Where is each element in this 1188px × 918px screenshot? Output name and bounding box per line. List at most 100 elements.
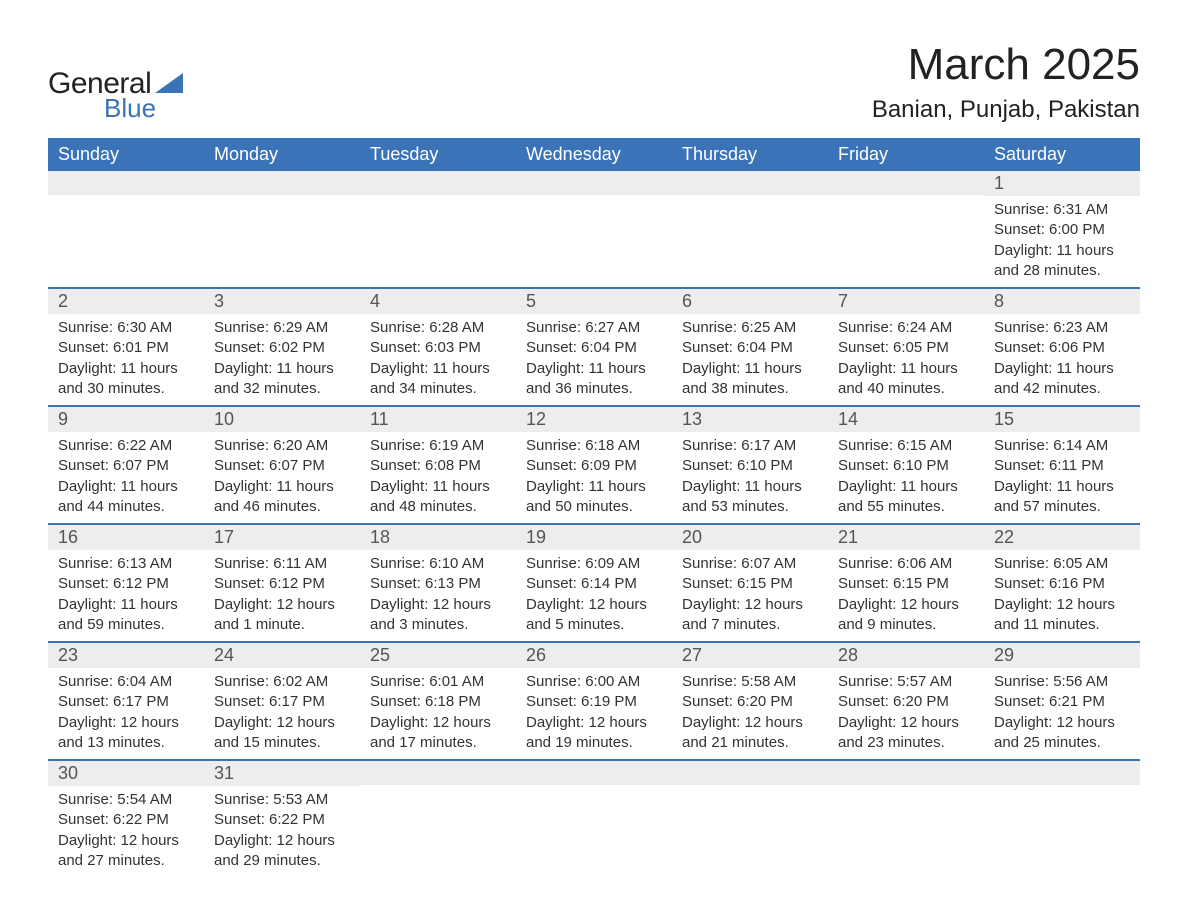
day-daylight2: and 1 minute. xyxy=(214,615,350,635)
day-number-empty xyxy=(360,171,516,195)
calendar-table: SundayMondayTuesdayWednesdayThursdayFrid… xyxy=(48,138,1140,877)
day-sunset: Sunset: 6:21 PM xyxy=(994,692,1130,712)
day-sunset: Sunset: 6:07 PM xyxy=(58,456,194,476)
page-header: General Blue March 2025 Banian, Punjab, … xyxy=(48,40,1140,124)
day-content-empty xyxy=(828,195,984,286)
day-sunrise: Sunrise: 6:02 AM xyxy=(214,672,350,692)
day-content-empty xyxy=(48,195,204,286)
day-daylight1: Daylight: 11 hours xyxy=(994,359,1130,379)
day-sunset: Sunset: 6:04 PM xyxy=(682,338,818,358)
day-sunset: Sunset: 6:11 PM xyxy=(994,456,1130,476)
day-number-empty xyxy=(48,171,204,195)
calendar-day-cell xyxy=(516,171,672,288)
calendar-day-cell xyxy=(672,760,828,877)
day-number: 9 xyxy=(48,407,204,432)
calendar-day-cell: 22Sunrise: 6:05 AMSunset: 6:16 PMDayligh… xyxy=(984,524,1140,642)
day-number: 16 xyxy=(48,525,204,550)
day-content: Sunrise: 5:57 AMSunset: 6:20 PMDaylight:… xyxy=(828,668,984,759)
day-number: 11 xyxy=(360,407,516,432)
day-content: Sunrise: 6:00 AMSunset: 6:19 PMDaylight:… xyxy=(516,668,672,759)
day-sunrise: Sunrise: 6:25 AM xyxy=(682,318,818,338)
calendar-day-cell: 19Sunrise: 6:09 AMSunset: 6:14 PMDayligh… xyxy=(516,524,672,642)
day-content: Sunrise: 5:56 AMSunset: 6:21 PMDaylight:… xyxy=(984,668,1140,759)
day-number-empty xyxy=(828,761,984,785)
day-content-empty xyxy=(204,195,360,286)
day-number: 8 xyxy=(984,289,1140,314)
day-number-empty xyxy=(360,761,516,785)
day-daylight1: Daylight: 11 hours xyxy=(58,359,194,379)
calendar-day-cell xyxy=(360,760,516,877)
day-daylight1: Daylight: 11 hours xyxy=(994,241,1130,261)
day-daylight1: Daylight: 12 hours xyxy=(370,713,506,733)
calendar-day-cell: 26Sunrise: 6:00 AMSunset: 6:19 PMDayligh… xyxy=(516,642,672,760)
day-content: Sunrise: 5:54 AMSunset: 6:22 PMDaylight:… xyxy=(48,786,204,877)
day-daylight2: and 38 minutes. xyxy=(682,379,818,399)
calendar-day-cell: 3Sunrise: 6:29 AMSunset: 6:02 PMDaylight… xyxy=(204,288,360,406)
day-daylight2: and 3 minutes. xyxy=(370,615,506,635)
day-daylight1: Daylight: 11 hours xyxy=(58,595,194,615)
day-daylight1: Daylight: 12 hours xyxy=(214,831,350,851)
day-sunset: Sunset: 6:08 PM xyxy=(370,456,506,476)
day-number: 29 xyxy=(984,643,1140,668)
day-daylight2: and 55 minutes. xyxy=(838,497,974,517)
day-number: 14 xyxy=(828,407,984,432)
day-content: Sunrise: 6:19 AMSunset: 6:08 PMDaylight:… xyxy=(360,432,516,523)
day-number: 22 xyxy=(984,525,1140,550)
day-number: 3 xyxy=(204,289,360,314)
day-daylight1: Daylight: 12 hours xyxy=(526,713,662,733)
day-content: Sunrise: 6:11 AMSunset: 6:12 PMDaylight:… xyxy=(204,550,360,641)
calendar-day-cell: 1Sunrise: 6:31 AMSunset: 6:00 PMDaylight… xyxy=(984,171,1140,288)
day-content: Sunrise: 6:29 AMSunset: 6:02 PMDaylight:… xyxy=(204,314,360,405)
calendar-day-cell: 2Sunrise: 6:30 AMSunset: 6:01 PMDaylight… xyxy=(48,288,204,406)
calendar-day-cell: 4Sunrise: 6:28 AMSunset: 6:03 PMDaylight… xyxy=(360,288,516,406)
day-sunrise: Sunrise: 6:30 AM xyxy=(58,318,194,338)
day-sunrise: Sunrise: 6:23 AM xyxy=(994,318,1130,338)
day-daylight2: and 15 minutes. xyxy=(214,733,350,753)
day-sunrise: Sunrise: 6:22 AM xyxy=(58,436,194,456)
day-daylight1: Daylight: 12 hours xyxy=(58,713,194,733)
calendar-week-row: 9Sunrise: 6:22 AMSunset: 6:07 PMDaylight… xyxy=(48,406,1140,524)
calendar-day-cell xyxy=(360,171,516,288)
calendar-day-cell: 28Sunrise: 5:57 AMSunset: 6:20 PMDayligh… xyxy=(828,642,984,760)
day-number-empty xyxy=(984,761,1140,785)
day-number: 21 xyxy=(828,525,984,550)
day-sunset: Sunset: 6:13 PM xyxy=(370,574,506,594)
day-sunrise: Sunrise: 6:18 AM xyxy=(526,436,662,456)
day-sunset: Sunset: 6:22 PM xyxy=(214,810,350,830)
day-content: Sunrise: 5:58 AMSunset: 6:20 PMDaylight:… xyxy=(672,668,828,759)
day-number: 13 xyxy=(672,407,828,432)
day-sunset: Sunset: 6:17 PM xyxy=(214,692,350,712)
calendar-day-cell: 7Sunrise: 6:24 AMSunset: 6:05 PMDaylight… xyxy=(828,288,984,406)
day-content: Sunrise: 6:23 AMSunset: 6:06 PMDaylight:… xyxy=(984,314,1140,405)
day-sunrise: Sunrise: 6:13 AM xyxy=(58,554,194,574)
day-sunrise: Sunrise: 6:15 AM xyxy=(838,436,974,456)
month-title: March 2025 xyxy=(872,40,1140,90)
day-content: Sunrise: 6:28 AMSunset: 6:03 PMDaylight:… xyxy=(360,314,516,405)
calendar-day-cell: 5Sunrise: 6:27 AMSunset: 6:04 PMDaylight… xyxy=(516,288,672,406)
calendar-day-cell xyxy=(984,760,1140,877)
calendar-day-cell: 24Sunrise: 6:02 AMSunset: 6:17 PMDayligh… xyxy=(204,642,360,760)
day-daylight2: and 23 minutes. xyxy=(838,733,974,753)
day-number: 27 xyxy=(672,643,828,668)
day-number-empty xyxy=(516,761,672,785)
calendar-day-cell xyxy=(828,171,984,288)
day-sunset: Sunset: 6:18 PM xyxy=(370,692,506,712)
weekday-header: Sunday xyxy=(48,138,204,171)
day-daylight1: Daylight: 12 hours xyxy=(214,713,350,733)
day-sunrise: Sunrise: 6:14 AM xyxy=(994,436,1130,456)
day-content: Sunrise: 6:09 AMSunset: 6:14 PMDaylight:… xyxy=(516,550,672,641)
day-daylight2: and 44 minutes. xyxy=(58,497,194,517)
day-daylight1: Daylight: 12 hours xyxy=(994,595,1130,615)
day-sunset: Sunset: 6:01 PM xyxy=(58,338,194,358)
day-sunset: Sunset: 6:04 PM xyxy=(526,338,662,358)
day-daylight1: Daylight: 11 hours xyxy=(682,359,818,379)
day-daylight2: and 50 minutes. xyxy=(526,497,662,517)
day-number: 18 xyxy=(360,525,516,550)
weekday-header: Monday xyxy=(204,138,360,171)
calendar-day-cell: 29Sunrise: 5:56 AMSunset: 6:21 PMDayligh… xyxy=(984,642,1140,760)
calendar-day-cell: 20Sunrise: 6:07 AMSunset: 6:15 PMDayligh… xyxy=(672,524,828,642)
weekday-header: Saturday xyxy=(984,138,1140,171)
brand-triangle-icon xyxy=(155,73,183,98)
day-content: Sunrise: 6:22 AMSunset: 6:07 PMDaylight:… xyxy=(48,432,204,523)
day-sunset: Sunset: 6:06 PM xyxy=(994,338,1130,358)
